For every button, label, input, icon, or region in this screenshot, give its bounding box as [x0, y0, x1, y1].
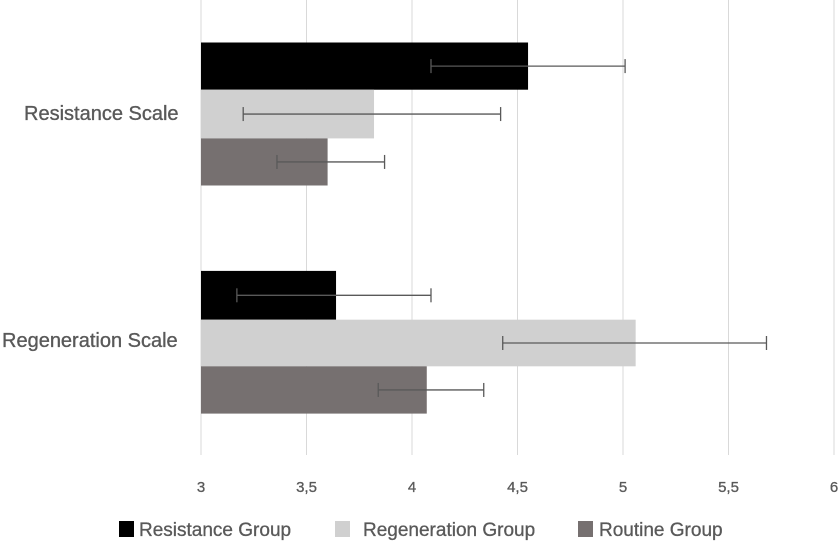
- svg-text:5: 5: [619, 479, 627, 496]
- svg-text:Routine Group: Routine Group: [599, 520, 723, 541]
- svg-text:3,5: 3,5: [296, 479, 317, 496]
- svg-text:4: 4: [408, 479, 416, 496]
- svg-text:5,5: 5,5: [718, 479, 739, 496]
- svg-text:Regeneration Scale: Regeneration Scale: [2, 330, 178, 352]
- svg-text:Resistance Scale: Resistance Scale: [24, 103, 179, 125]
- svg-text:3: 3: [197, 479, 205, 496]
- svg-text:Resistance Group: Resistance Group: [139, 520, 291, 541]
- svg-text:4,5: 4,5: [507, 479, 528, 496]
- svg-text:Regeneration Group: Regeneration Group: [363, 520, 535, 541]
- svg-text:6: 6: [830, 479, 838, 496]
